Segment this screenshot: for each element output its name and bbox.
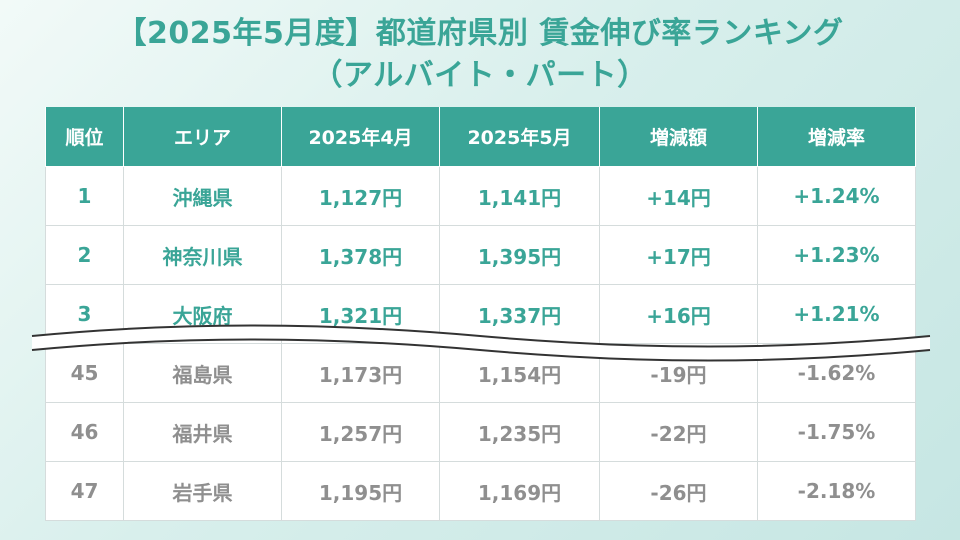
cell-april: 1,173円 xyxy=(281,343,440,403)
cell-rate: -2.18% xyxy=(757,461,916,521)
cell-area: 沖縄県 xyxy=(123,166,282,226)
header-area: エリア xyxy=(123,107,282,167)
cell-diff: -19円 xyxy=(599,343,758,403)
cell-april: 1,321円 xyxy=(281,284,440,344)
cell-april: 1,127円 xyxy=(281,166,440,226)
cell-rate: +1.23% xyxy=(757,225,916,285)
table-row: 45 福島県 1,173円 1,154円 -19円 -1.62% xyxy=(45,343,916,403)
cell-rate: -1.62% xyxy=(757,343,916,403)
cell-area: 岩手県 xyxy=(123,461,282,521)
cell-rank: 46 xyxy=(45,402,124,462)
table-row: 1 沖縄県 1,127円 1,141円 +14円 +1.24% xyxy=(45,166,916,226)
cell-area: 大阪府 xyxy=(123,284,282,344)
cell-may: 1,141円 xyxy=(439,166,600,226)
cell-april: 1,195円 xyxy=(281,461,440,521)
page-subtitle: （アルバイト・パート） xyxy=(312,58,648,93)
page-title: 【2025年5月度】都道府県別 賃金伸び率ランキング xyxy=(116,16,844,51)
cell-rate: +1.24% xyxy=(757,166,916,226)
header-diff: 増減額 xyxy=(599,107,758,167)
table-row: 47 岩手県 1,195円 1,169円 -26円 -2.18% xyxy=(45,461,916,521)
header-rank: 順位 xyxy=(45,107,124,167)
cell-may: 1,395円 xyxy=(439,225,600,285)
cell-diff: +16円 xyxy=(599,284,758,344)
cell-diff: -26円 xyxy=(599,461,758,521)
cell-rank: 45 xyxy=(45,343,124,403)
table-header-row: 順位 エリア 2025年4月 2025年5月 増減額 増減率 xyxy=(45,107,916,167)
ranking-table-container: 順位 エリア 2025年4月 2025年5月 増減額 増減率 1 沖縄県 1,1… xyxy=(45,107,916,525)
cell-rank: 1 xyxy=(45,166,124,226)
cell-area: 福井県 xyxy=(123,402,282,462)
table-row: 46 福井県 1,257円 1,235円 -22円 -1.75% xyxy=(45,402,916,462)
cell-may: 1,235円 xyxy=(439,402,600,462)
cell-diff: -22円 xyxy=(599,402,758,462)
header-rate: 増減率 xyxy=(757,107,916,167)
header-april: 2025年4月 xyxy=(281,107,440,167)
cell-april: 1,257円 xyxy=(281,402,440,462)
cell-may: 1,154円 xyxy=(439,343,600,403)
cell-may: 1,337円 xyxy=(439,284,600,344)
table-row: 2 神奈川県 1,378円 1,395円 +17円 +1.23% xyxy=(45,225,916,285)
cell-rank: 47 xyxy=(45,461,124,521)
cell-april: 1,378円 xyxy=(281,225,440,285)
cell-diff: +14円 xyxy=(599,166,758,226)
ranking-table: 順位 エリア 2025年4月 2025年5月 増減額 増減率 1 沖縄県 1,1… xyxy=(45,107,916,521)
cell-rate: -1.75% xyxy=(757,402,916,462)
cell-rank: 2 xyxy=(45,225,124,285)
cell-area: 神奈川県 xyxy=(123,225,282,285)
header-may: 2025年5月 xyxy=(439,107,600,167)
cell-diff: +17円 xyxy=(599,225,758,285)
cell-area: 福島県 xyxy=(123,343,282,403)
cell-rank: 3 xyxy=(45,284,124,344)
cell-may: 1,169円 xyxy=(439,461,600,521)
cell-rate: +1.21% xyxy=(757,284,916,344)
table-row: 3 大阪府 1,321円 1,337円 +16円 +1.21% xyxy=(45,284,916,344)
